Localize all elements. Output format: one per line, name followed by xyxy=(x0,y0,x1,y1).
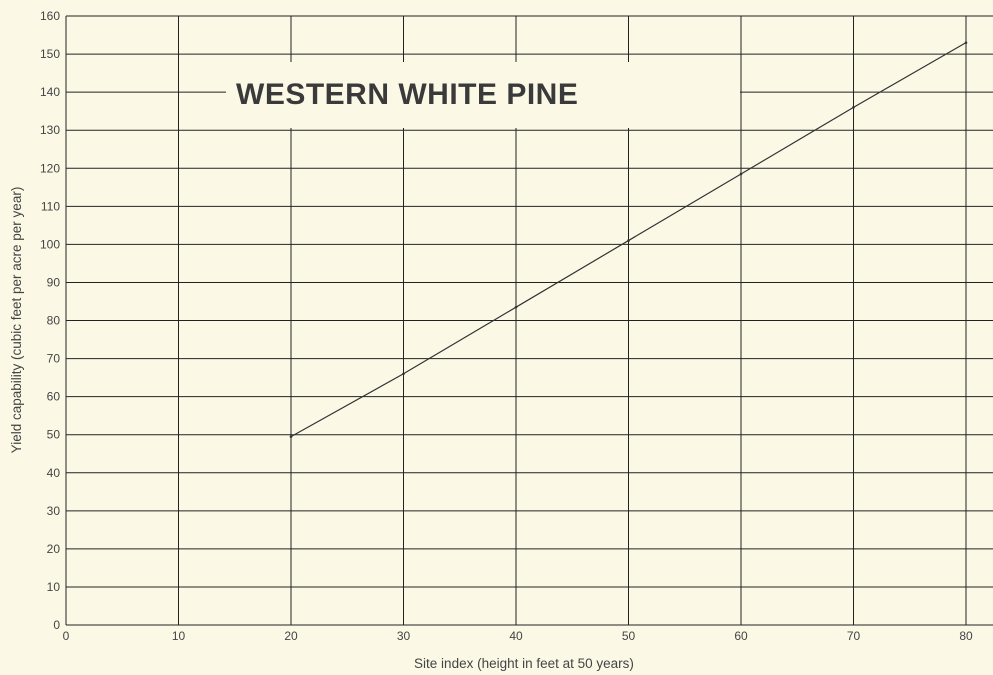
title-box-group: WESTERN WHITE PINE xyxy=(226,62,740,128)
y-tick-label: 140 xyxy=(40,85,60,99)
y-tick-label: 90 xyxy=(47,275,61,289)
series-point xyxy=(627,239,630,242)
series-point xyxy=(514,305,518,309)
y-tick-label: 20 xyxy=(47,542,61,556)
chart-title: WESTERN WHITE PINE xyxy=(236,78,578,111)
y-tick-label: 60 xyxy=(47,390,61,404)
x-axis-label: Site index (height in feet at 50 years) xyxy=(414,656,634,671)
y-tick-label: 30 xyxy=(47,504,61,518)
series-point xyxy=(402,372,405,376)
series-lines xyxy=(289,41,968,438)
series-point xyxy=(852,106,855,109)
series-point xyxy=(289,435,293,438)
x-tick-label: 20 xyxy=(284,629,298,643)
x-tick-label: 70 xyxy=(847,629,861,643)
x-tick-label: 40 xyxy=(509,629,523,643)
y-tick-label: 0 xyxy=(53,618,60,632)
x-tick-label: 60 xyxy=(734,629,748,643)
title-box xyxy=(226,62,740,128)
y-tick-label: 50 xyxy=(47,428,61,442)
y-tick-label: 80 xyxy=(47,314,61,328)
y-tick-label: 10 xyxy=(47,580,61,594)
y-tick-label: 150 xyxy=(40,47,60,61)
x-tick-label: 30 xyxy=(397,629,411,643)
series-point xyxy=(739,172,743,176)
tick-labels: 0 10 20 30 40 50 60 70 80 0 10 20 30 40 50 60 70 80 90 100 1… xyxy=(40,9,973,643)
series-point xyxy=(964,41,968,44)
y-tick-label: 110 xyxy=(41,199,60,213)
y-tick-label: 70 xyxy=(47,352,61,366)
x-tick-label: 0 xyxy=(63,629,70,643)
y-tick-label: 130 xyxy=(40,123,60,137)
x-tick-label: 50 xyxy=(622,629,636,643)
y-tick-label: 40 xyxy=(47,466,61,480)
y-axis-label: Yield capability (cubic feet per acre pe… xyxy=(9,187,24,454)
y-tick-label: 100 xyxy=(40,237,60,251)
y-tick-label: 160 xyxy=(40,9,60,23)
y-tick-label: 120 xyxy=(40,161,60,175)
x-tick-label: 10 xyxy=(172,629,186,643)
x-tick-label: 80 xyxy=(959,629,973,643)
